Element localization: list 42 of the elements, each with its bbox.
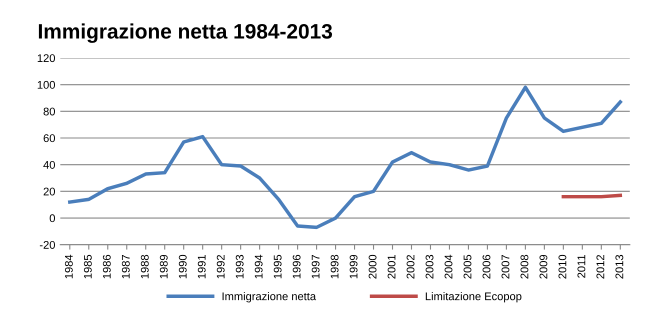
- x-tick-label: 1994: [254, 254, 263, 278]
- x-tick-label: 2002: [406, 255, 414, 279]
- x-tick-label: 1988: [140, 254, 149, 278]
- chart-title: Immigrazione netta 1984-2013: [38, 23, 332, 43]
- x-tick-label: 2011: [577, 254, 586, 278]
- x-tick-label: 1999: [350, 254, 358, 278]
- x-tick-label: 2010: [558, 254, 566, 279]
- x-tick-label: 1990: [178, 254, 187, 278]
- x-tick-label: 1987: [122, 255, 130, 278]
- x-tick-label: 2013: [615, 254, 624, 279]
- y-tick-label: 100: [38, 80, 56, 89]
- x-tick-label: 1995: [274, 254, 282, 278]
- x-tick-label: 2003: [426, 254, 434, 279]
- x-tick-label: 2000: [368, 254, 377, 279]
- x-tick-label: 1989: [160, 254, 168, 278]
- x-tick-label: 2005: [464, 254, 472, 279]
- x-tick-label: 1996: [292, 254, 301, 278]
- x-tick-label: 2004: [444, 254, 452, 279]
- x-tick-label: 2007: [502, 255, 510, 279]
- x-tick-label: 1985: [84, 254, 92, 278]
- y-tick-label: 0: [50, 214, 56, 222]
- x-tick-label: 1984: [64, 254, 73, 278]
- y-tick-label: 120: [38, 54, 56, 62]
- y-tick-label: 40: [43, 160, 56, 169]
- x-tick-label: 2012: [596, 255, 604, 279]
- x-tick-label: 2009: [539, 254, 548, 279]
- x-tick-label: 1997: [312, 255, 320, 278]
- x-tick-label: 1998: [330, 254, 339, 278]
- legend-label: Immigrazione netta: [222, 292, 316, 302]
- x-tick-label: 2006: [482, 254, 490, 279]
- x-tick-label: 1991: [198, 254, 206, 278]
- y-tick-label: 60: [44, 134, 56, 142]
- line-series: [68, 86, 622, 230]
- x-tick-label: 1992: [216, 255, 225, 278]
- x-tick-label: 2001: [388, 254, 396, 279]
- legend-label: Limitazione Ecopop: [426, 292, 522, 302]
- x-tick-label: 2008: [520, 254, 528, 279]
- x-tick-label: 1986: [102, 254, 111, 278]
- x-tick-label: 1993: [236, 254, 244, 278]
- y-tick-label: 20: [44, 188, 56, 196]
- y-tick-label: 80: [44, 108, 56, 116]
- y-tick-label: -20: [40, 240, 56, 249]
